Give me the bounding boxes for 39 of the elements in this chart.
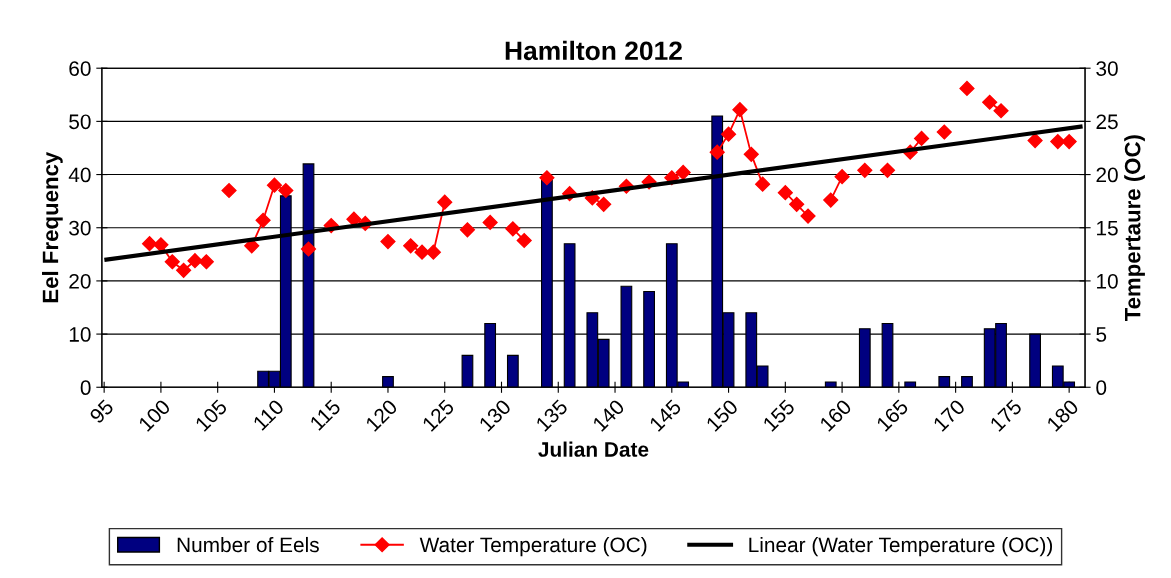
x-tick-label: 105: [194, 398, 228, 432]
x-tick-label: 180: [1046, 398, 1080, 432]
x-tick-label: 170: [932, 398, 966, 432]
y2-tick-label: 10: [1097, 273, 1118, 289]
y2-tick-label: 0: [1096, 380, 1107, 396]
y2-tick-label: 15: [1097, 220, 1118, 236]
x-tick-label: 125: [421, 398, 455, 432]
chart-title: Hamilton 2012: [505, 40, 682, 61]
x-tick-label: 150: [705, 398, 739, 432]
y2-tick-label: 25: [1096, 114, 1118, 130]
y2-tick-label: 30: [1096, 61, 1118, 76]
x-tick-label: 100: [137, 398, 172, 432]
x-tick-label: 155: [762, 398, 796, 432]
legend-label: Water Temperature (OC): [419, 536, 647, 557]
y2-tick-label: 5: [1096, 327, 1107, 342]
x-tick-label: 165: [875, 398, 910, 432]
x-tick-label: 120: [364, 398, 399, 432]
x-tick-label: 110: [252, 398, 285, 431]
x-tick-label: 175: [989, 398, 1023, 432]
y-tick-label: 0: [80, 380, 91, 396]
y-tick-label: 10: [69, 327, 91, 342]
x-tick-label: 160: [819, 398, 853, 432]
x-tick-label: 95: [88, 398, 115, 425]
y-tick-label: 50: [69, 114, 91, 130]
legend-label: Number of Eels: [177, 536, 319, 553]
legend-label: Linear (Water Temperature (OC)): [749, 536, 1053, 557]
y-axis-title: Eel Frequency: [42, 151, 63, 303]
y2-tick-label: 20: [1096, 167, 1118, 183]
x-tick-label: 145: [648, 398, 682, 432]
y-tick-label: 30: [69, 220, 91, 236]
x-axis-title: Julian Date: [538, 441, 649, 457]
y-tick-label: 40: [68, 167, 91, 183]
x-tick-label: 140: [591, 398, 626, 432]
y-tick-label: 60: [69, 61, 91, 76]
x-tick-label: 130: [478, 398, 512, 432]
x-tick-label: 135: [535, 398, 569, 432]
y-tick-label: 20: [69, 273, 91, 289]
y2-axis-title: Tempertaure (OC): [1124, 135, 1145, 322]
x-tick-label: 115: [309, 398, 342, 431]
